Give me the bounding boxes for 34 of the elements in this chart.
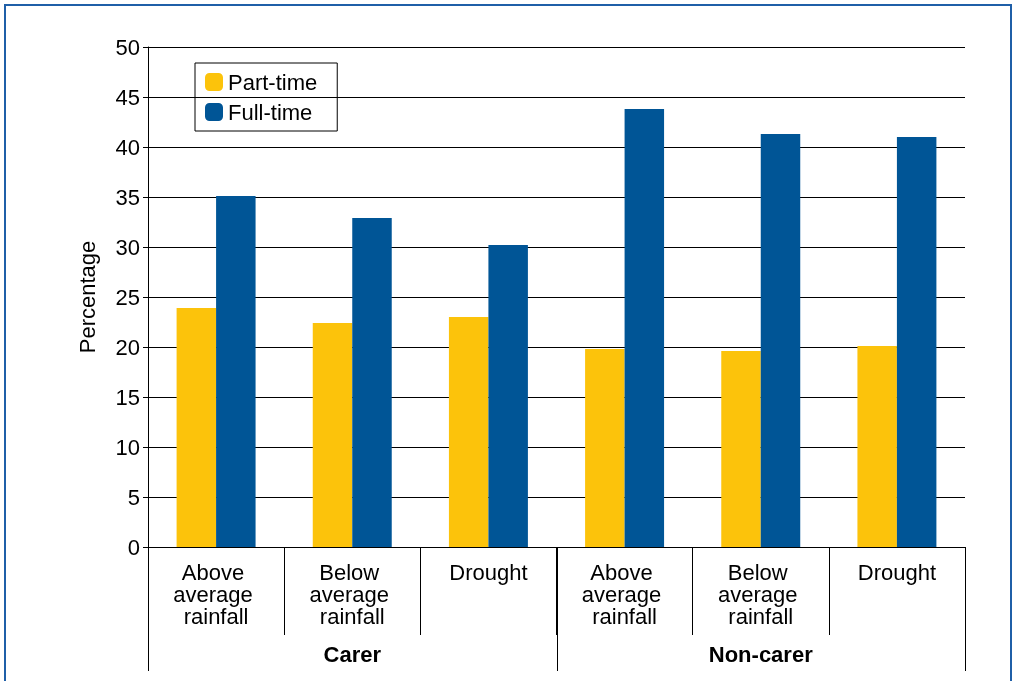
bar: [721, 351, 761, 547]
x-tick-label: Below average rainfall: [309, 559, 396, 629]
y-tick-label: 35: [115, 184, 140, 210]
bar: [488, 245, 528, 547]
y-axis-title: Percentage: [74, 240, 100, 354]
x-tick-label: Below average rainfall: [717, 559, 804, 629]
bar: [857, 346, 897, 547]
text: Carer: [323, 641, 382, 667]
y-tick-label: 5: [127, 484, 140, 510]
y-tick-label: 30: [115, 234, 140, 260]
bar: [312, 323, 353, 547]
x-tick-label: Above average rainfall: [581, 559, 668, 629]
y-tick-label: 50: [115, 34, 140, 60]
x-tick-label: Drought: [857, 559, 937, 585]
bar: [216, 196, 256, 547]
y-tick-label: 40: [115, 134, 140, 160]
y-tick-label: 20: [115, 334, 140, 360]
bar: [352, 218, 392, 547]
y-tick-label: 15: [115, 384, 140, 410]
bar: [585, 349, 625, 547]
bar: [896, 137, 937, 547]
y-tick-label: 45: [115, 84, 140, 110]
bar: [624, 109, 665, 547]
x-tick-label: Drought: [449, 559, 528, 585]
legend-label: Part-time: [228, 69, 318, 95]
bar: [176, 308, 217, 547]
bar: [448, 317, 489, 547]
x-tick-label: Above average rainfall: [173, 559, 259, 629]
y-tick-label: 25: [115, 284, 140, 310]
bar: [760, 134, 801, 547]
y-tick-label: 10: [115, 434, 140, 460]
legend-label: Full-time: [228, 99, 313, 125]
text: Non-carer: [708, 641, 814, 667]
y-tick-label: 0: [127, 534, 140, 560]
